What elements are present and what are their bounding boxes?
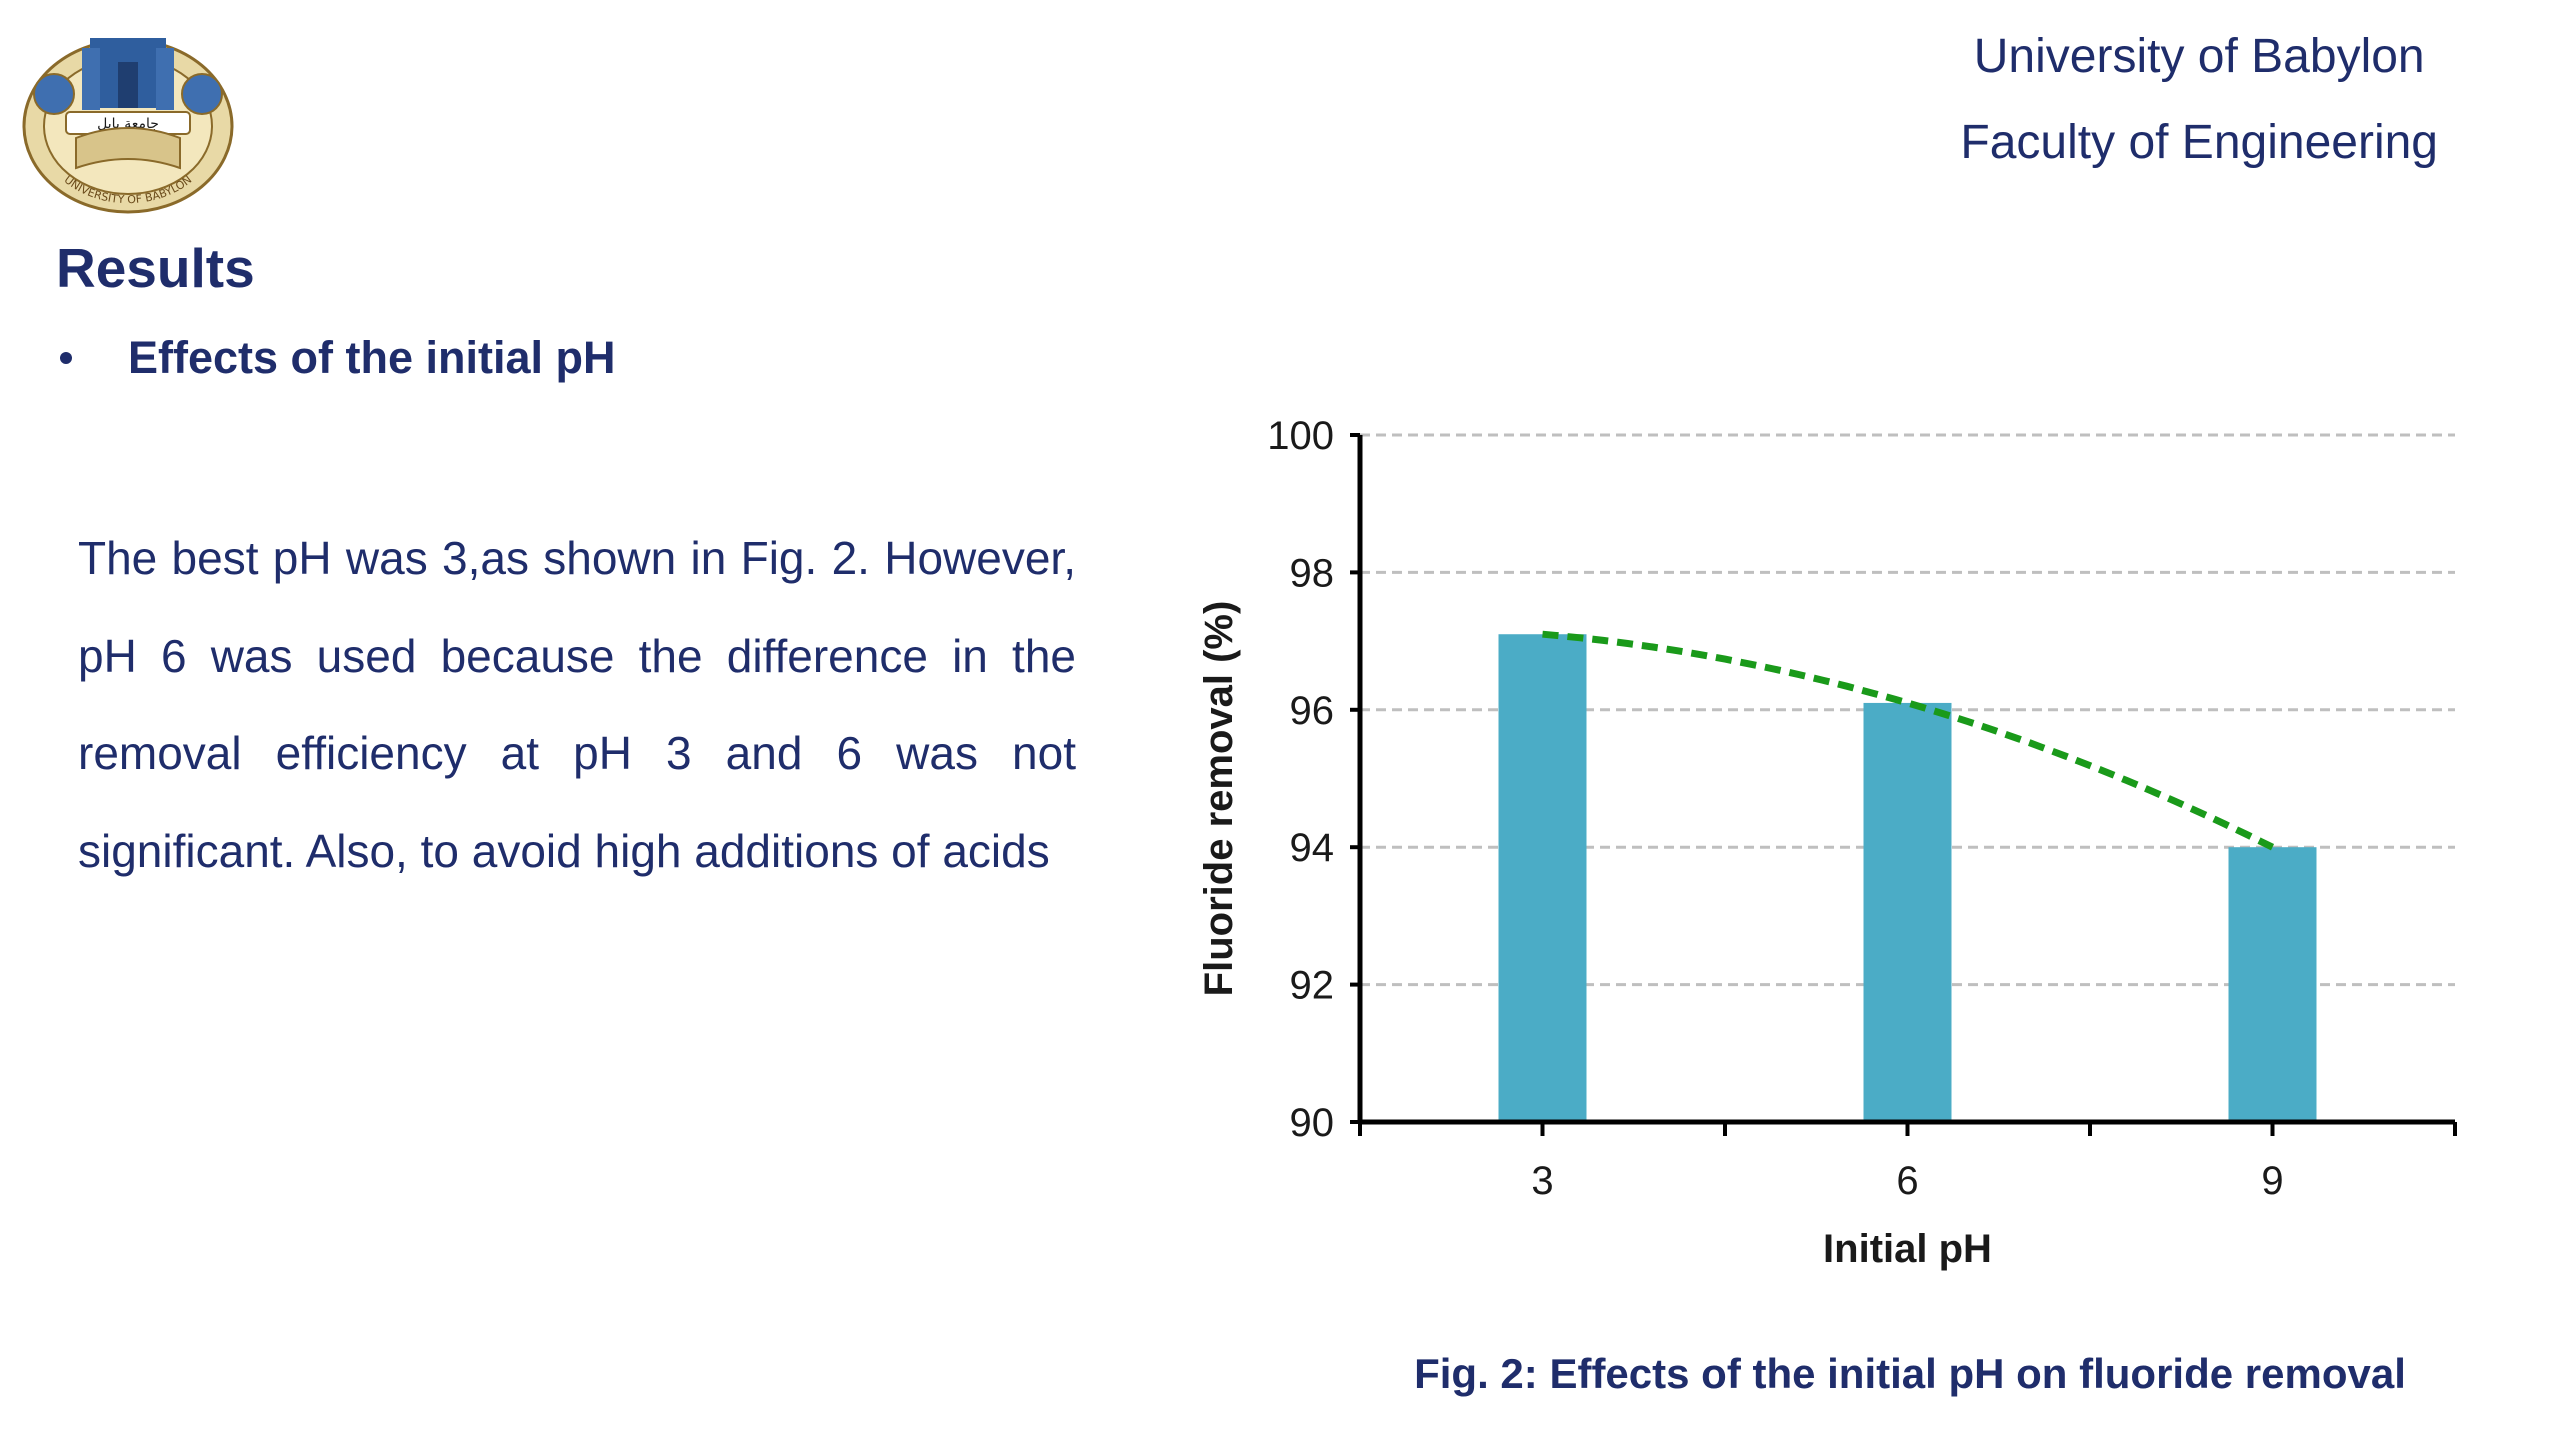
university-header: University of Babylon Faculty of Enginee… <box>1960 14 2438 186</box>
bar-ph-3 <box>1498 634 1587 1122</box>
faculty-name: Faculty of Engineering <box>1960 116 2438 169</box>
trendline <box>1542 630 2275 851</box>
body-paragraph: The best pH was 3,as shown in Fig. 2. Ho… <box>78 532 1076 877</box>
bar-ph-9 <box>2228 847 2317 1122</box>
x-tick-label-9: 9 <box>2261 1159 2283 1203</box>
section-title: Results <box>56 237 255 299</box>
y-tick-label-100: 100 <box>1267 414 1334 458</box>
y-tick-label-90: 90 <box>1290 1101 1335 1145</box>
y-tick-label-92: 92 <box>1290 964 1335 1008</box>
y-axis-title: Fluoride removal (%) <box>1197 601 1241 997</box>
x-axis-title: Initial pH <box>1823 1227 1992 1271</box>
bar-ph-6 <box>1863 702 1952 1122</box>
ph-removal-chart: 90 92 94 96 98 100 3 6 9 Initial pH Fluoride remov… <box>1180 380 2470 1300</box>
figure-caption: Fig. 2: Effects of the initial pH on flu… <box>1414 1350 2406 1397</box>
bullet-text: Effects of the initial pH <box>128 332 616 383</box>
y-tick-label-96: 96 <box>1290 689 1335 733</box>
x-tick-label-6: 6 <box>1896 1159 1918 1203</box>
university-logo: جامعة بابل UNIVERSITY OF BABYLON <box>20 28 236 218</box>
y-tick-label-98: 98 <box>1290 551 1335 595</box>
university-name: University of Babylon <box>1973 30 2425 83</box>
bullet-item: Effects of the initial pH <box>56 332 616 384</box>
x-tick-label-3: 3 <box>1531 1159 1553 1203</box>
bullet-dot <box>60 352 72 364</box>
chart-svg: 90 92 94 96 98 100 3 6 9 Initial pH Fluoride remov… <box>1197 414 2457 1271</box>
y-tick-label-94: 94 <box>1290 826 1335 870</box>
